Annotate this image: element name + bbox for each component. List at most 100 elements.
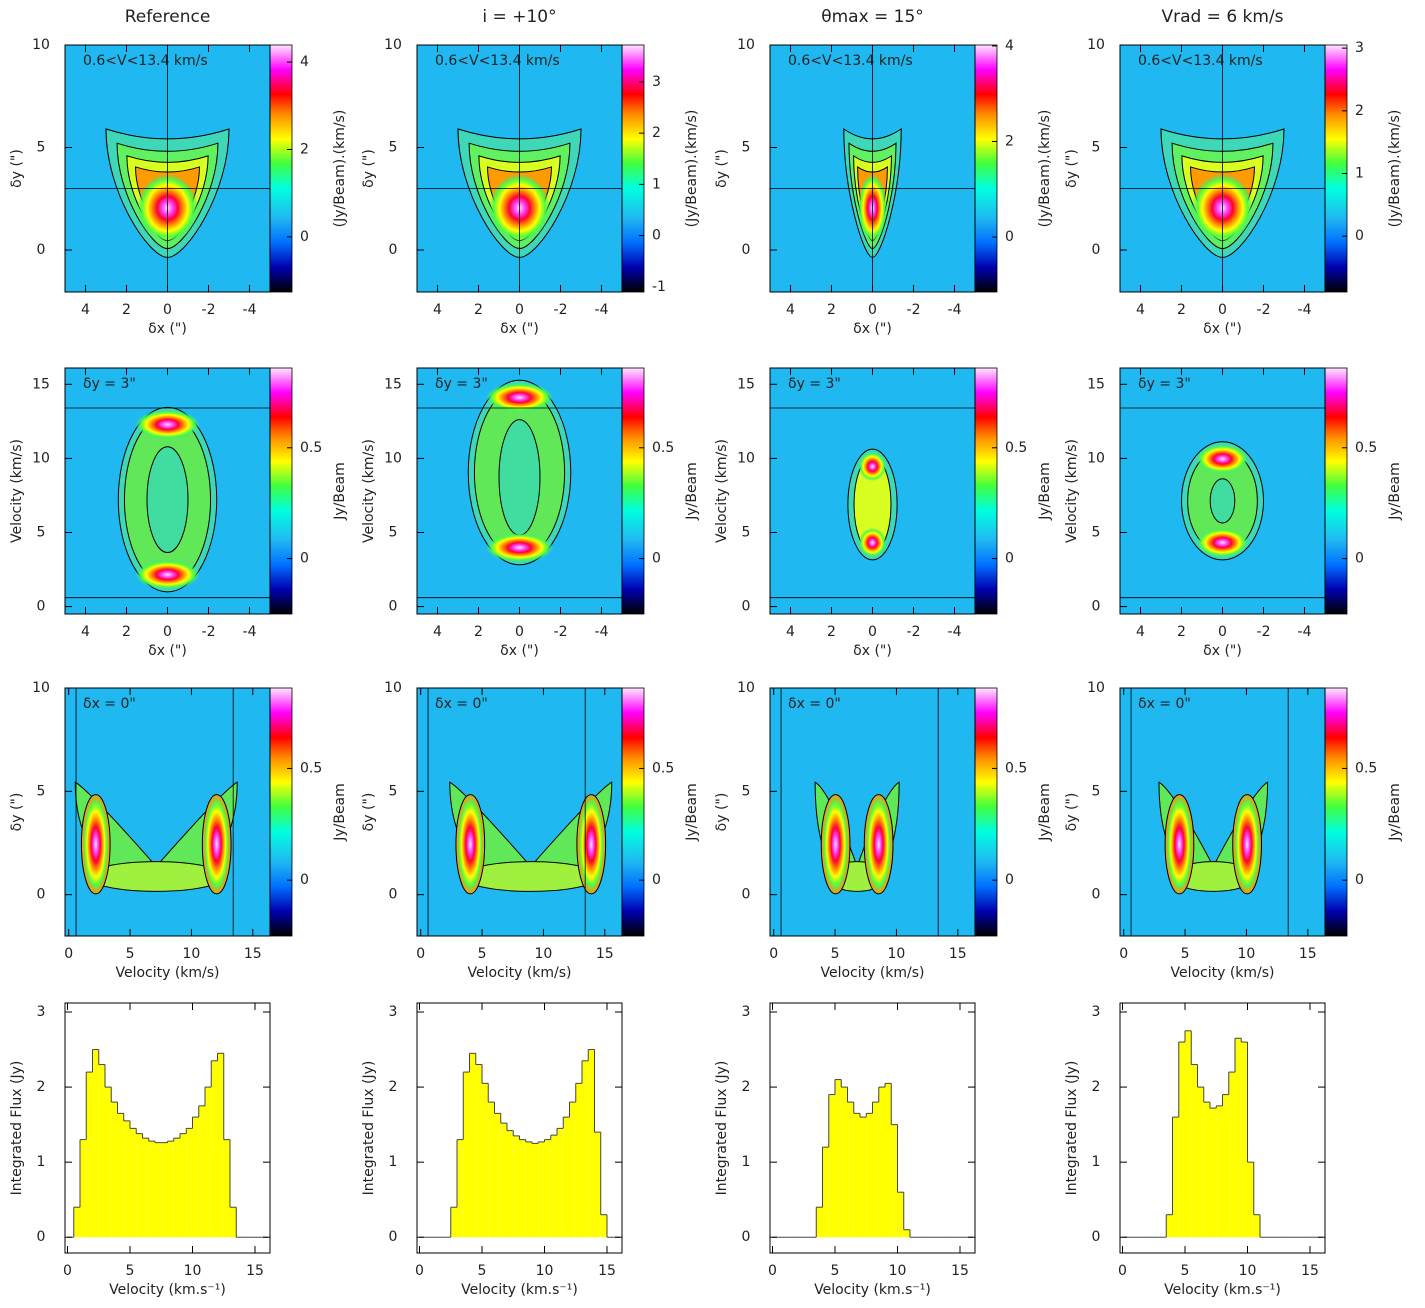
x-tick-label: 2: [474, 624, 483, 640]
panel-annotation: δx = 0": [788, 696, 841, 712]
y-axis-label: δy ("): [714, 793, 730, 832]
y-tick-label: 15: [737, 376, 755, 392]
column-title: Vrad = 6 km/s: [1161, 7, 1283, 27]
panel-annotation: 0.6<V<13.4 km/s: [83, 53, 208, 69]
x-tick-label: 15: [244, 946, 262, 962]
histogram-bar: [1247, 1162, 1254, 1238]
colorbar-label: Jy/Beam: [1037, 462, 1053, 521]
histogram-bar: [482, 1083, 489, 1238]
colorbar-tick-label: -1: [652, 279, 666, 295]
colorbar-tick-label: 0.5: [1005, 760, 1027, 776]
panel: δy = 3" 0 0.5 Jy/Beam 4 2 0 -2 -4 0 5 10 15 δx (") Vel…: [361, 367, 700, 659]
x-tick-label: 15: [598, 1263, 616, 1279]
histogram-bar: [1203, 1102, 1210, 1238]
x-tick-label: 10: [1239, 1263, 1257, 1279]
x-tick-label: 15: [1299, 946, 1317, 962]
y-tick-label: 0: [37, 242, 46, 258]
panel-annotation: δy = 3": [788, 376, 841, 392]
colorbar: [269, 687, 293, 937]
plot-frame: [64, 1002, 271, 1254]
x-tick-label: 0: [769, 946, 778, 962]
colorbar-tick-label: 0: [1005, 229, 1014, 245]
colorbar-tick-label: 2: [1005, 134, 1014, 150]
colorbar-tick-label: 0.5: [1355, 440, 1377, 456]
colorbar-tick-label: 0: [1005, 872, 1014, 888]
x-tick-label: 4: [81, 302, 90, 318]
y-tick-label: 0: [1092, 1229, 1101, 1245]
x-tick-label: 0: [1119, 946, 1128, 962]
x-tick-label: 15: [951, 1263, 969, 1279]
colorbar-tick-label: 3: [1355, 40, 1364, 56]
x-tick-label: 2: [827, 302, 836, 318]
x-tick-label: -4: [1298, 302, 1312, 318]
histogram-bar: [575, 1083, 582, 1238]
map-emission: [1233, 794, 1261, 894]
panel: δy = 3" 0 0.5 Jy/Beam 4 2 0 -2 -4 0 5 10 15 δx (") Vel…: [9, 367, 348, 659]
colorbar-tick-label: 0.5: [1355, 760, 1377, 776]
x-tick-label: -2: [907, 624, 921, 640]
y-tick-label: 10: [384, 37, 402, 53]
y-tick-label: 0: [742, 887, 751, 903]
histogram-bar: [557, 1128, 564, 1238]
y-axis-label: Velocity (km/s): [9, 439, 25, 543]
map-emission: [865, 794, 892, 894]
x-tick-label: 4: [786, 302, 795, 318]
histogram-bar: [1222, 1094, 1229, 1238]
histogram-bar: [111, 1102, 118, 1238]
y-tick-label: 5: [37, 524, 46, 540]
histogram-bar: [544, 1139, 551, 1238]
panel-annotation: δx = 0": [435, 696, 488, 712]
histogram-bar: [847, 1102, 854, 1238]
column-title: θmax = 15°: [821, 7, 924, 27]
y-tick-label: 10: [32, 680, 50, 696]
x-tick-label: 0: [1118, 1263, 1127, 1279]
x-axis-label: Velocity (km/s): [820, 965, 924, 981]
x-tick-label: -4: [1298, 624, 1312, 640]
histogram-bar: [1166, 1214, 1173, 1238]
y-tick-label: 5: [742, 139, 751, 155]
y-axis-label: Integrated Flux (Jy): [1064, 1061, 1080, 1196]
histogram-bar: [600, 1214, 607, 1238]
y-tick-label: 0: [1092, 242, 1101, 258]
y-tick-label: 0: [37, 1229, 46, 1245]
x-axis-label: Velocity (km.s⁻¹): [814, 1282, 931, 1298]
y-tick-label: 0: [37, 599, 46, 615]
x-tick-label: 0: [1218, 302, 1227, 318]
y-tick-label: 0: [1092, 887, 1101, 903]
x-tick-label: 5: [831, 946, 840, 962]
x-tick-label: -2: [202, 624, 216, 640]
panel: Reference 0.6<V<13.4 km/s 0 2 4 (Jy/Beam).(km…: [9, 7, 348, 337]
map-emission: [135, 409, 200, 440]
x-tick-label: 5: [478, 1263, 487, 1279]
histogram-bar: [513, 1135, 520, 1238]
histogram-bar: [835, 1079, 842, 1238]
histogram-bar: [550, 1135, 557, 1238]
histogram-bar: [192, 1117, 199, 1238]
colorbar-label: Jy/Beam: [684, 462, 700, 521]
y-tick-label: 15: [32, 376, 50, 392]
x-tick-label: 0: [64, 946, 73, 962]
y-tick-label: 0: [37, 887, 46, 903]
y-tick-label: 2: [37, 1079, 46, 1095]
colorbar-tick-label: 4: [1005, 38, 1014, 54]
colorbar-tick-label: 0.5: [652, 760, 674, 776]
histogram-bar: [841, 1087, 848, 1238]
y-tick-label: 15: [1087, 376, 1105, 392]
colorbar: [974, 367, 998, 615]
map-emission: [822, 794, 849, 894]
x-axis-label: δx ("): [500, 643, 539, 659]
map-emission: [858, 451, 887, 482]
histogram-bar: [853, 1113, 860, 1238]
colorbar-tick-label: 4: [300, 54, 309, 70]
colorbar-tick-label: 1: [1355, 166, 1364, 182]
histogram-bar: [494, 1113, 501, 1238]
x-tick-label: 0: [416, 946, 425, 962]
column-title: Reference: [125, 7, 211, 27]
y-tick-label: 5: [37, 139, 46, 155]
y-axis-label: Integrated Flux (Jy): [9, 1061, 25, 1196]
map-contour: [146, 446, 189, 553]
y-axis-label: Velocity (km/s): [1064, 439, 1080, 543]
x-axis-label: Velocity (km/s): [115, 965, 219, 981]
colorbar-label: Jy/Beam: [332, 462, 348, 521]
